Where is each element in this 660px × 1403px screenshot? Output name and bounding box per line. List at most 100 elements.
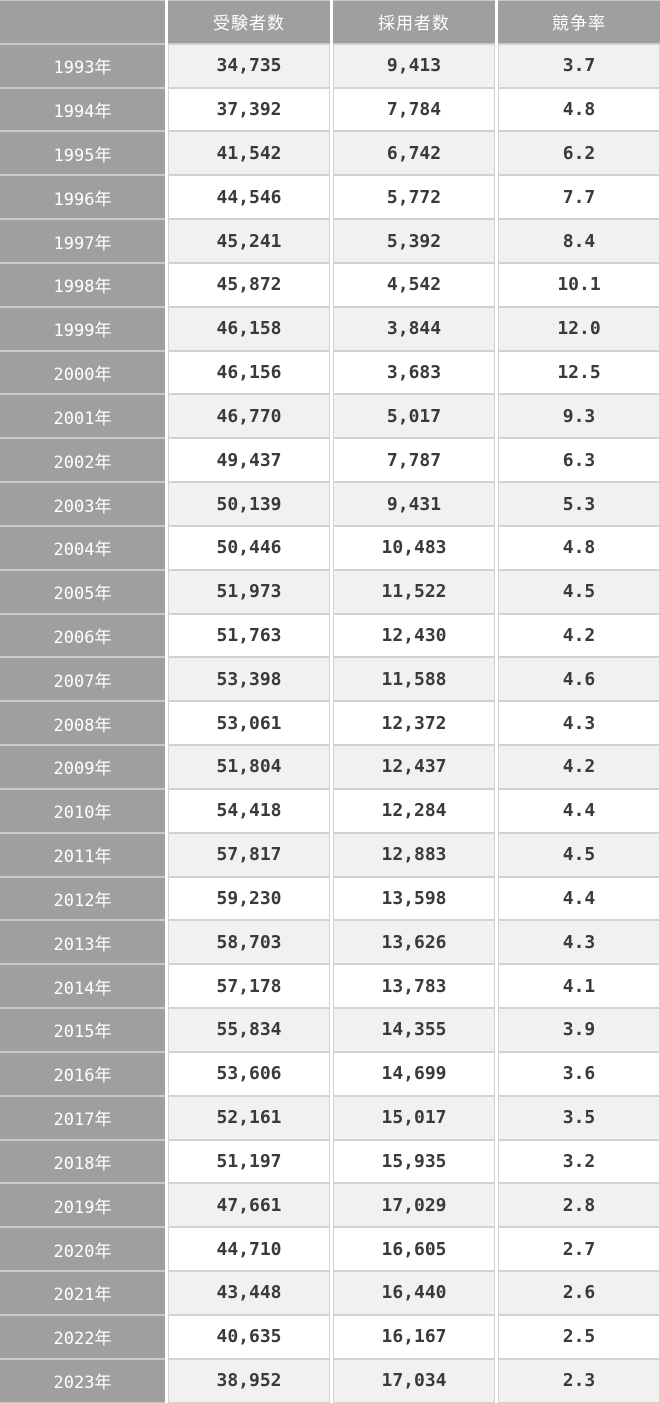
- ratio-cell: 2.6: [498, 1271, 660, 1315]
- hired-cell: 11,588: [333, 657, 495, 702]
- ratio-cell: 4.4: [498, 788, 660, 833]
- hired-cell: 3,844: [333, 306, 495, 351]
- ratio-cell: 4.5: [498, 832, 660, 877]
- ratio-cell: 3.7: [498, 43, 660, 88]
- table-row: 2010年 54,418 12,284 4.4: [0, 788, 660, 833]
- year-cell: 2014年: [0, 964, 165, 1009]
- hired-cell: 5,392: [333, 219, 495, 263]
- hired-cell: 3,683: [333, 350, 495, 395]
- examinees-cell: 50,139: [168, 482, 330, 526]
- ratio-cell: 8.4: [498, 219, 660, 263]
- year-cell: 2007年: [0, 657, 165, 702]
- examinees-cell: 51,973: [168, 569, 330, 614]
- year-cell: 2008年: [0, 701, 165, 746]
- year-cell: 2018年: [0, 1139, 165, 1184]
- ratio-cell: 4.8: [498, 525, 660, 570]
- table-row: 2023年 38,952 17,034 2.3: [0, 1358, 660, 1403]
- examinees-cell: 44,546: [168, 175, 330, 220]
- ratio-cell: 3.2: [498, 1139, 660, 1184]
- table-row: 2000年 46,156 3,683 12.5: [0, 350, 660, 395]
- hired-cell: 16,167: [333, 1314, 495, 1359]
- table-row: 2014年 57,178 13,783 4.1: [0, 964, 660, 1009]
- examinees-cell: 57,178: [168, 964, 330, 1009]
- table-row: 2005年 51,973 11,522 4.5: [0, 569, 660, 614]
- column-header-ratio: 競争率: [498, 0, 660, 44]
- table-row: 1997年 45,241 5,392 8.4: [0, 219, 660, 263]
- examinees-cell: 53,606: [168, 1051, 330, 1096]
- examinees-cell: 40,635: [168, 1314, 330, 1359]
- hired-cell: 9,431: [333, 482, 495, 526]
- year-cell: 2005年: [0, 569, 165, 614]
- examinees-cell: 46,770: [168, 394, 330, 439]
- examinees-cell: 46,156: [168, 350, 330, 395]
- year-cell: 2006年: [0, 613, 165, 658]
- hired-cell: 10,483: [333, 525, 495, 570]
- hired-cell: 7,787: [333, 438, 495, 483]
- hired-cell: 13,598: [333, 876, 495, 921]
- ratio-cell: 4.5: [498, 569, 660, 614]
- table-row: 2013年 58,703 13,626 4.3: [0, 920, 660, 965]
- hired-cell: 14,699: [333, 1051, 495, 1096]
- table-row: 1999年 46,158 3,844 12.0: [0, 306, 660, 351]
- ratio-cell: 12.5: [498, 350, 660, 395]
- year-cell: 2003年: [0, 482, 165, 526]
- ratio-cell: 7.7: [498, 175, 660, 220]
- table-row: 2001年 46,770 5,017 9.3: [0, 394, 660, 439]
- hired-cell: 17,034: [333, 1358, 495, 1403]
- examinees-cell: 51,197: [168, 1139, 330, 1184]
- table-row: 2015年 55,834 14,355 3.9: [0, 1008, 660, 1052]
- ratio-cell: 9.3: [498, 394, 660, 439]
- examinees-cell: 54,418: [168, 788, 330, 833]
- ratio-cell: 6.2: [498, 131, 660, 176]
- examinees-cell: 53,398: [168, 657, 330, 702]
- corner-cell: [0, 0, 165, 44]
- table-row: 2011年 57,817 12,883 4.5: [0, 832, 660, 877]
- year-cell: 2009年: [0, 745, 165, 789]
- ratio-cell: 4.6: [498, 657, 660, 702]
- table-row: 2006年 51,763 12,430 4.2: [0, 613, 660, 658]
- table-row: 1996年 44,546 5,772 7.7: [0, 175, 660, 220]
- examinees-cell: 43,448: [168, 1271, 330, 1315]
- column-header-examinees: 受験者数: [168, 0, 330, 44]
- table-row: 2019年 47,661 17,029 2.8: [0, 1183, 660, 1228]
- ratio-cell: 2.7: [498, 1227, 660, 1272]
- hired-cell: 9,413: [333, 43, 495, 88]
- hired-cell: 5,772: [333, 175, 495, 220]
- hired-cell: 15,935: [333, 1139, 495, 1184]
- table-row: 2004年 50,446 10,483 4.8: [0, 525, 660, 570]
- year-cell: 2010年: [0, 788, 165, 833]
- year-cell: 1996年: [0, 175, 165, 220]
- examinees-cell: 51,804: [168, 745, 330, 789]
- examinees-cell: 45,241: [168, 219, 330, 263]
- hired-cell: 12,430: [333, 613, 495, 658]
- ratio-cell: 5.3: [498, 482, 660, 526]
- year-cell: 2001年: [0, 394, 165, 439]
- hired-cell: 15,017: [333, 1095, 495, 1140]
- ratio-cell: 4.3: [498, 701, 660, 746]
- year-cell: 1998年: [0, 262, 165, 307]
- ratio-cell: 6.3: [498, 438, 660, 483]
- hired-cell: 11,522: [333, 569, 495, 614]
- hired-cell: 17,029: [333, 1183, 495, 1228]
- ratio-cell: 4.1: [498, 964, 660, 1009]
- examinees-cell: 53,061: [168, 701, 330, 746]
- table-row: 2021年 43,448 16,440 2.6: [0, 1271, 660, 1315]
- table-row: 2002年 49,437 7,787 6.3: [0, 438, 660, 483]
- examinees-cell: 51,763: [168, 613, 330, 658]
- examinees-cell: 45,872: [168, 262, 330, 307]
- ratio-cell: 4.2: [498, 745, 660, 789]
- year-cell: 2016年: [0, 1051, 165, 1096]
- table-row: 2003年 50,139 9,431 5.3: [0, 482, 660, 526]
- hired-cell: 12,372: [333, 701, 495, 746]
- year-cell: 1995年: [0, 131, 165, 176]
- table-row: 1993年 34,735 9,413 3.7: [0, 43, 660, 88]
- hired-cell: 5,017: [333, 394, 495, 439]
- ratio-cell: 4.2: [498, 613, 660, 658]
- ratio-cell: 4.4: [498, 876, 660, 921]
- hired-cell: 12,883: [333, 832, 495, 877]
- hired-cell: 16,605: [333, 1227, 495, 1272]
- year-cell: 2017年: [0, 1095, 165, 1140]
- hired-cell: 7,784: [333, 87, 495, 132]
- examinees-cell: 55,834: [168, 1008, 330, 1052]
